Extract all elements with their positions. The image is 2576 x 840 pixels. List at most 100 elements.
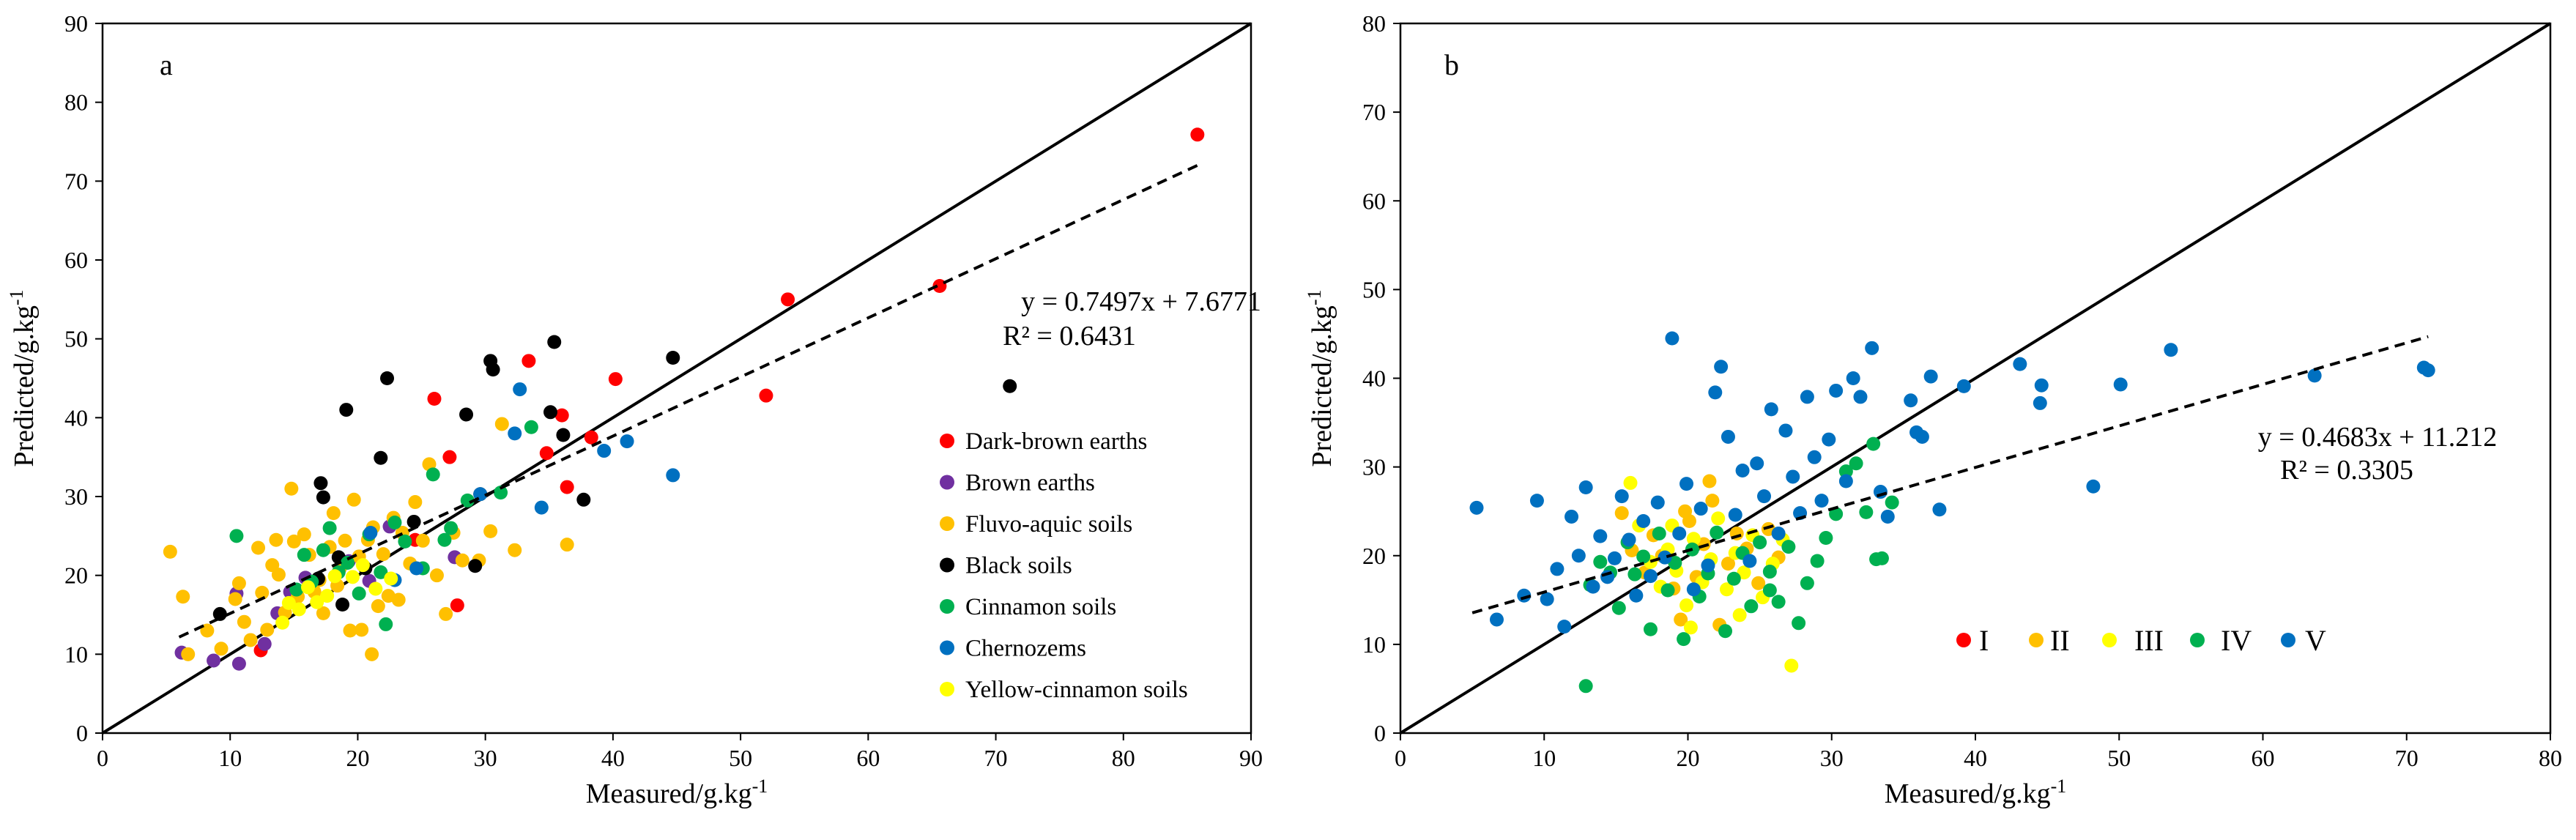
panel-a-point-cinnamon-soils xyxy=(352,586,366,601)
panel-a-x-tick-label: 90 xyxy=(1239,745,1263,771)
panel-b-y-tick-label: 10 xyxy=(1362,631,1386,658)
panel-b-point-ii xyxy=(1705,494,1720,508)
panel-a-point-fluvo-aquic-soils xyxy=(214,642,229,656)
panel-b-point-v xyxy=(1489,612,1504,627)
panel-a-point-fluvo-aquic-soils xyxy=(251,540,266,555)
panel-a-point-cinnamon-soils xyxy=(379,617,393,631)
panel-a-chart: 0 10 20 30 40 50 60 70 80 90 0 10 20 30 40 50 60 70 80 90 Me… xyxy=(6,10,1263,809)
panel-b-point-v xyxy=(2034,378,2049,393)
panel-b-point-v xyxy=(1672,526,1687,540)
panel-a-x-tick-label: 70 xyxy=(984,745,1008,771)
panel-b-chart: 0 10 20 30 40 50 60 70 80 0 10 20 30 40 50 60 70 80 Measur… xyxy=(1304,10,2563,809)
panel-b-point-v xyxy=(1665,331,1679,346)
panel-a-point-fluvo-aquic-soils xyxy=(355,622,369,637)
panel-b-point-v xyxy=(1814,494,1829,508)
panel-a-point-cinnamon-soils xyxy=(398,534,412,549)
panel-b-point-v xyxy=(1721,429,1735,444)
panel-a-point-black-soils xyxy=(335,598,350,612)
panel-b-x-axis-label: Measured/g.kg-1 xyxy=(1885,776,2067,810)
panel-a-point-fluvo-aquic-soils xyxy=(338,533,352,548)
panel-b-point-v xyxy=(1853,390,1868,404)
panel-b-x-tick-label: 0 xyxy=(1395,745,1406,771)
panel-b-point-iv xyxy=(1800,576,1814,590)
panel-b-point-v xyxy=(1750,456,1764,471)
panel-a-point-yellow-cinnamon-soils xyxy=(320,589,335,603)
panel-a-point-black-soils xyxy=(212,606,227,621)
panel-b-point-v xyxy=(1822,432,1836,447)
panel-a-point-chernozems xyxy=(409,561,424,576)
panel-a-x-tick-label: 10 xyxy=(218,745,242,771)
panel-a-point-fluvo-aquic-soils xyxy=(284,481,299,496)
panel-b-point-v xyxy=(1529,494,1544,508)
panel-b-legend-marker-ii xyxy=(2029,633,2044,647)
panel-b-point-iii xyxy=(1784,658,1799,673)
panel-b-point-iv xyxy=(1643,622,1658,636)
panel-a-point-yellow-cinnamon-soils xyxy=(384,571,398,586)
panel-a-point-fluvo-aquic-soils xyxy=(243,633,258,647)
panel-a-point-black-soils xyxy=(374,450,388,465)
panel-a-point-black-soils xyxy=(556,428,571,442)
panel-b-point-iv xyxy=(1652,526,1666,540)
panel-b-point-v xyxy=(1650,495,1665,510)
panel-a-point-fluvo-aquic-soils xyxy=(181,647,196,661)
panel-b-point-v xyxy=(1757,489,1772,504)
panel-b-panel-tag: b xyxy=(1444,48,1459,81)
panel-b-point-iv xyxy=(1611,601,1626,615)
panel-a-point-dark-brown-earths xyxy=(608,372,623,387)
panel-a-point-yellow-cinnamon-soils xyxy=(368,581,383,596)
panel-b-point-v xyxy=(2013,357,2027,371)
panel-b-point-iii xyxy=(1683,620,1698,635)
panel-a-point-dark-brown-earths xyxy=(554,408,569,423)
panel-a-point-chernozems xyxy=(534,500,549,515)
panel-a-point-yellow-cinnamon-soils xyxy=(310,595,324,609)
panel-a-y-axis-label: Predicted/g.kg-1 xyxy=(6,289,40,467)
panel-b-legend-label-i: I xyxy=(1979,624,1989,657)
panel-b-point-v xyxy=(1550,562,1564,576)
panel-b-point-v xyxy=(1679,477,1694,491)
panel-b-x-tick-label: 50 xyxy=(2107,745,2131,771)
panel-a-legend-marker-brown-earths xyxy=(940,475,954,490)
panel-b-point-v xyxy=(1586,579,1600,594)
panel-b-point-v xyxy=(1571,549,1586,563)
panel-b-point-iv xyxy=(1771,595,1786,609)
panel-a-legend-label-chernozems: Chernozems xyxy=(965,636,1086,662)
panel-b-point-v xyxy=(1600,570,1615,584)
panel-b-legend-marker-iii xyxy=(2102,633,2117,647)
panel-a-point-cinnamon-soils xyxy=(289,582,304,597)
panel-b-point-v xyxy=(1904,393,1918,408)
panel-a-point-black-soils xyxy=(313,476,328,491)
panel-a-point-fluvo-aquic-soils xyxy=(286,534,301,549)
panel-a-point-black-soils xyxy=(380,371,395,385)
panel-b-point-v xyxy=(1557,620,1572,634)
panel-a-point-dark-brown-earths xyxy=(450,598,464,613)
panel-a-point-cinnamon-soils xyxy=(494,486,508,500)
panel-a-point-brown-earths xyxy=(257,636,272,651)
panel-b-legend-label-iii: III xyxy=(2134,624,2164,657)
panel-a-legend-label-cinnamon-soils: Cinnamon soils xyxy=(965,594,1116,620)
panel-a-y-tick-label: 30 xyxy=(64,483,88,510)
panel-a-point-cinnamon-soils xyxy=(387,516,402,530)
panel-a-x-tick-label: 30 xyxy=(474,745,497,771)
panel-b-point-v xyxy=(1956,379,1971,393)
panel-b-point-iv xyxy=(1627,567,1642,581)
panel-a-fit-r2: R² = 0.6431 xyxy=(1003,321,1136,352)
panel-a-point-dark-brown-earths xyxy=(781,292,795,307)
panel-a-point-fluvo-aquic-soils xyxy=(376,547,390,562)
panel-a-point-yellow-cinnamon-soils xyxy=(300,580,315,595)
panel-a-point-chernozems xyxy=(666,468,680,483)
panel-a-legend-label-yellow-cinnamon-soils: Yellow-cinnamon soils xyxy=(965,677,1188,703)
panel-b-point-v xyxy=(1701,558,1715,573)
panel-b-point-iii xyxy=(1711,511,1726,526)
panel-a-point-cinnamon-soils xyxy=(437,532,452,547)
panel-a-point-chernozems xyxy=(513,382,527,397)
panel-b-point-v xyxy=(1593,529,1608,543)
panel-b-point-ii xyxy=(1614,506,1629,521)
panel-a-point-fluvo-aquic-soils xyxy=(237,614,251,629)
panel-b-point-v xyxy=(1880,509,1895,524)
panel-b-point-v xyxy=(1771,526,1786,540)
panel-a-point-fluvo-aquic-soils xyxy=(228,592,242,606)
panel-b-y-tick-label: 50 xyxy=(1362,276,1386,302)
panel-a-point-dark-brown-earths xyxy=(560,480,574,494)
panel-a-point-black-soils xyxy=(666,351,680,365)
panel-a-point-fluvo-aquic-soils xyxy=(346,492,361,507)
